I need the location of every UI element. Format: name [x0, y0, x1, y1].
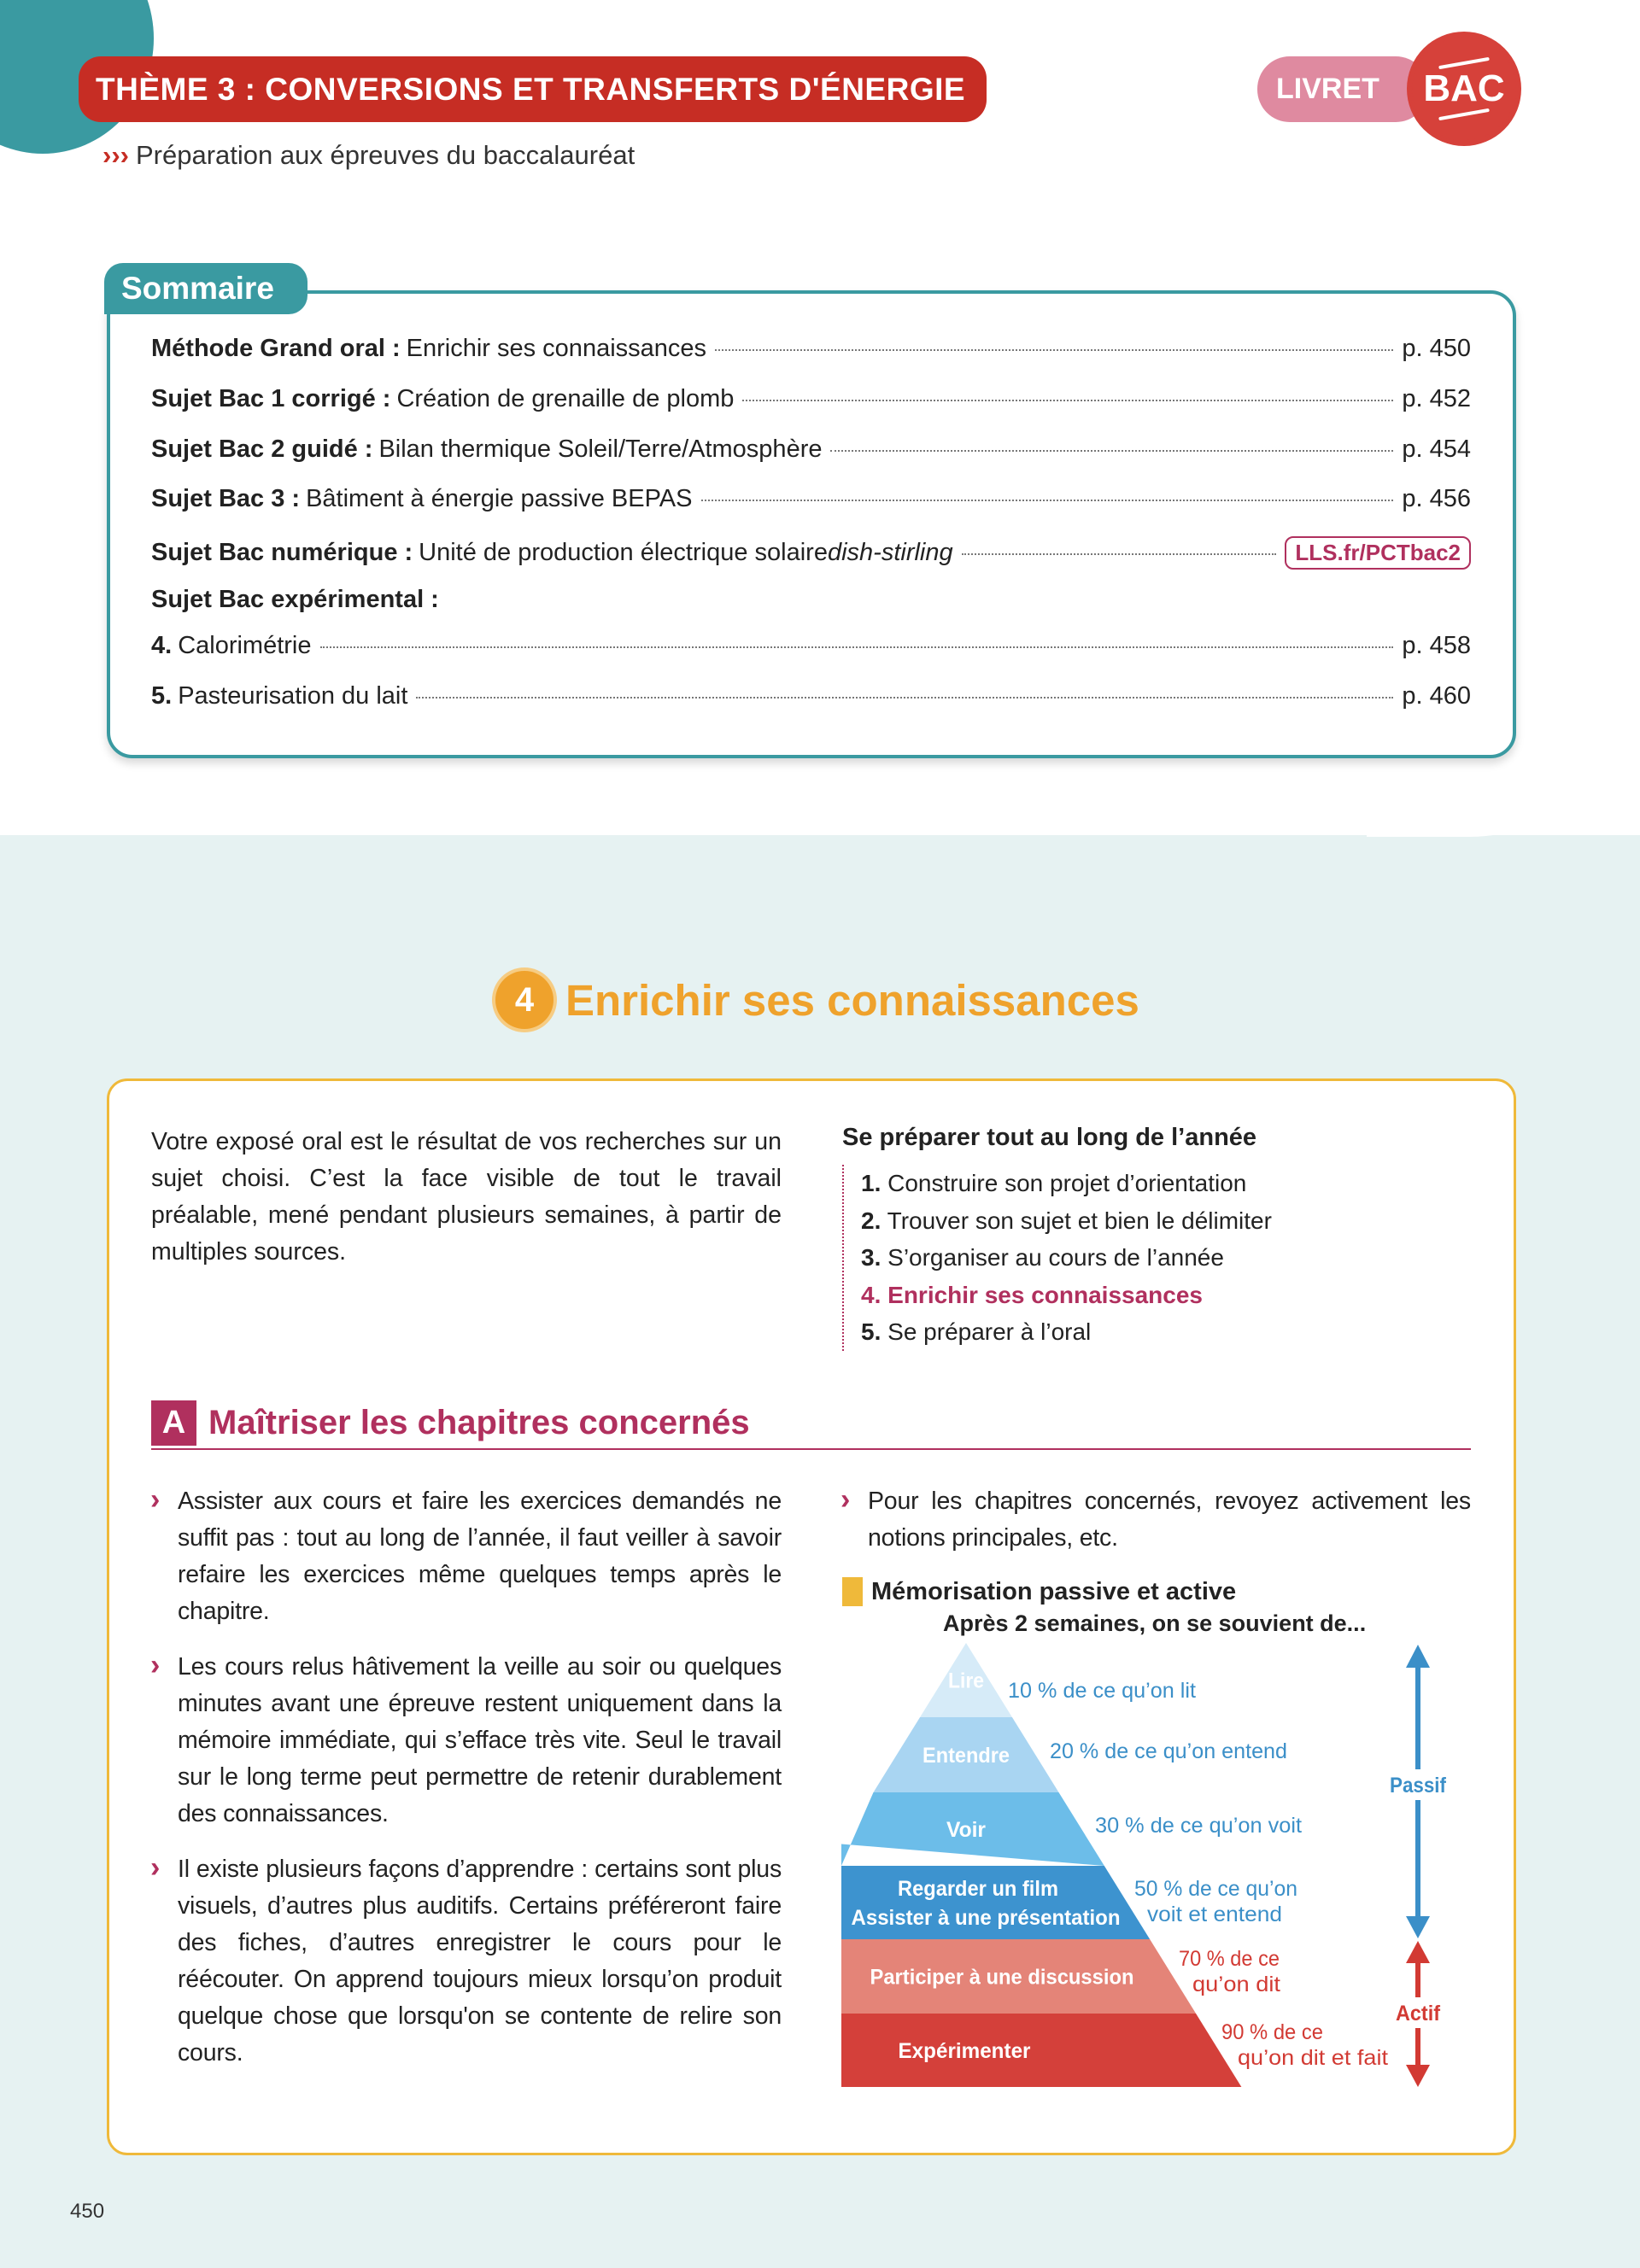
step-number: 5. — [861, 1318, 882, 1345]
method-heading: 4 Enrichir ses connaissances — [495, 971, 1139, 1029]
bullet-list: Assister aux cours et faire les exercice… — [150, 1482, 782, 2090]
step-text: S’organiser au cours de l’année — [887, 1244, 1224, 1271]
leader-dots — [830, 450, 1394, 452]
bullet-4: Pour les chapitres concernés, revoyez ac… — [840, 1482, 1471, 1557]
row-label: Sujet Bac 2 guidé : — [151, 435, 373, 463]
row-label: Sujet Bac 1 corrigé : — [151, 385, 391, 412]
step-number: 3. — [861, 1244, 882, 1271]
sommaire-row: Méthode Grand oral : Enrichir ses connais… — [151, 335, 1471, 363]
intro-text: Votre exposé oral est le résultat de vos… — [151, 1128, 782, 1266]
step-text: Enrichir ses connaissances — [887, 1281, 1203, 1308]
row-text: Unité de production électrique solaire — [419, 539, 828, 566]
lls-link[interactable]: LLS.fr/PCTbac2 — [1285, 536, 1471, 570]
step-item: 4. Enrichir ses connaissances — [861, 1277, 1272, 1314]
step-number: 4. — [861, 1281, 882, 1308]
row-page: p. 454 — [1402, 435, 1471, 463]
step-item: 2. Trouver son sujet et bien le délimite… — [861, 1202, 1272, 1240]
row-text: Création de grenaille de plomb — [396, 385, 735, 412]
steps-list: 1. Construire son projet d’orientation 2.… — [842, 1165, 1272, 1351]
leader-dots — [416, 697, 1394, 699]
sommaire-row: Sujet Bac expérimental : — [151, 586, 1471, 614]
step-item: 1. Construire son projet d’orientation — [861, 1165, 1272, 1202]
theme-banner: THÈME 3 : CONVERSIONS ET TRANSFERTS D'ÉN… — [79, 56, 987, 122]
row-label: 5. — [151, 682, 173, 710]
section-title: Maîtriser les chapitres concernés — [208, 1404, 750, 1441]
row-text: Pasteurisation du lait — [178, 682, 408, 710]
row-page: p. 460 — [1402, 682, 1471, 710]
row-label: Sujet Bac numérique : — [151, 539, 413, 566]
row-label: Sujet Bac expérimental : — [151, 586, 439, 613]
row-text: Bâtiment à énergie passive BEPAS — [306, 485, 693, 512]
sommaire-title: Sommaire — [104, 263, 308, 314]
row-text: Enrichir ses connaissances — [406, 335, 707, 362]
sommaire-row: Sujet Bac 2 guidé : Bilan thermique Solei… — [151, 435, 1471, 464]
step-item: 5. Se préparer à l’oral — [861, 1313, 1272, 1351]
page-number: 450 — [70, 2200, 105, 2223]
row-page: p. 450 — [1402, 335, 1471, 362]
step-text: Construire son projet d’orientation — [887, 1170, 1247, 1196]
method-number: 4 — [495, 971, 554, 1029]
row-page: p. 458 — [1402, 632, 1471, 659]
sommaire-box — [107, 290, 1516, 758]
row-label: Méthode Grand oral : — [151, 335, 401, 362]
sommaire-row: 4. Calorimétrie p. 458 — [151, 632, 1471, 660]
section-letter: A — [151, 1400, 196, 1446]
square-marker — [842, 1577, 863, 1606]
row-page: p. 456 — [1402, 485, 1471, 512]
row-page: p. 452 — [1402, 385, 1471, 412]
step-item: 3. S’organiser au cours de l’année — [861, 1239, 1272, 1277]
bac-seal: BAC — [1409, 34, 1519, 143]
row-italic: dish-stirling — [827, 539, 953, 566]
leader-dots — [742, 400, 1394, 401]
chevrons-icon: ››› — [102, 140, 129, 170]
sommaire-row: Sujet Bac numérique : Unité de production… — [151, 536, 1471, 570]
leader-dots — [700, 500, 1394, 501]
step-number: 1. — [861, 1170, 882, 1196]
pyramid-title: Mémorisation passive et active — [842, 1577, 1236, 1606]
sommaire-row: Sujet Bac 1 corrigé : Création de grenail… — [151, 385, 1471, 413]
subtitle: ››› Préparation aux épreuves du baccalaur… — [102, 140, 635, 171]
bullet-1: Assister aux cours et faire les exercice… — [150, 1482, 782, 1630]
prep-title: Se préparer tout au long de l’année — [842, 1124, 1257, 1151]
bullet-2: Les cours relus hâtivement la veille au … — [150, 1647, 782, 1833]
leader-dots — [319, 646, 1394, 648]
livret-badge: LIVRET — [1257, 56, 1428, 122]
method-title: Enrichir ses connaissances — [565, 975, 1139, 1025]
subtitle-text: Préparation aux épreuves du baccalauréat — [135, 140, 636, 170]
row-text: Bilan thermique Soleil/Terre/Atmosphère — [378, 435, 823, 463]
leader-dots — [961, 553, 1277, 555]
row-text: Calorimétrie — [178, 632, 312, 659]
step-text: Trouver son sujet et bien le délimiter — [887, 1207, 1272, 1234]
leader-dots — [715, 349, 1394, 351]
sommaire-row: 5. Pasteurisation du lait p. 460 — [151, 682, 1471, 710]
sommaire-row: Sujet Bac 3 : Bâtiment à énergie passive … — [151, 485, 1471, 513]
row-label: 4. — [151, 632, 173, 659]
section-a-heading: A Maîtriser les chapitres concernés — [151, 1400, 1471, 1450]
pyramid-subtitle: Après 2 semaines, on se souvient de... — [943, 1610, 1367, 1636]
pyramid-title-text: Mémorisation passive et active — [871, 1577, 1237, 1605]
step-number: 2. — [861, 1207, 882, 1234]
row-label: Sujet Bac 3 : — [151, 485, 301, 512]
bullet-3: Il existe plusieurs façons d’apprendre :… — [150, 1850, 782, 2072]
step-text: Se préparer à l’oral — [887, 1318, 1092, 1345]
